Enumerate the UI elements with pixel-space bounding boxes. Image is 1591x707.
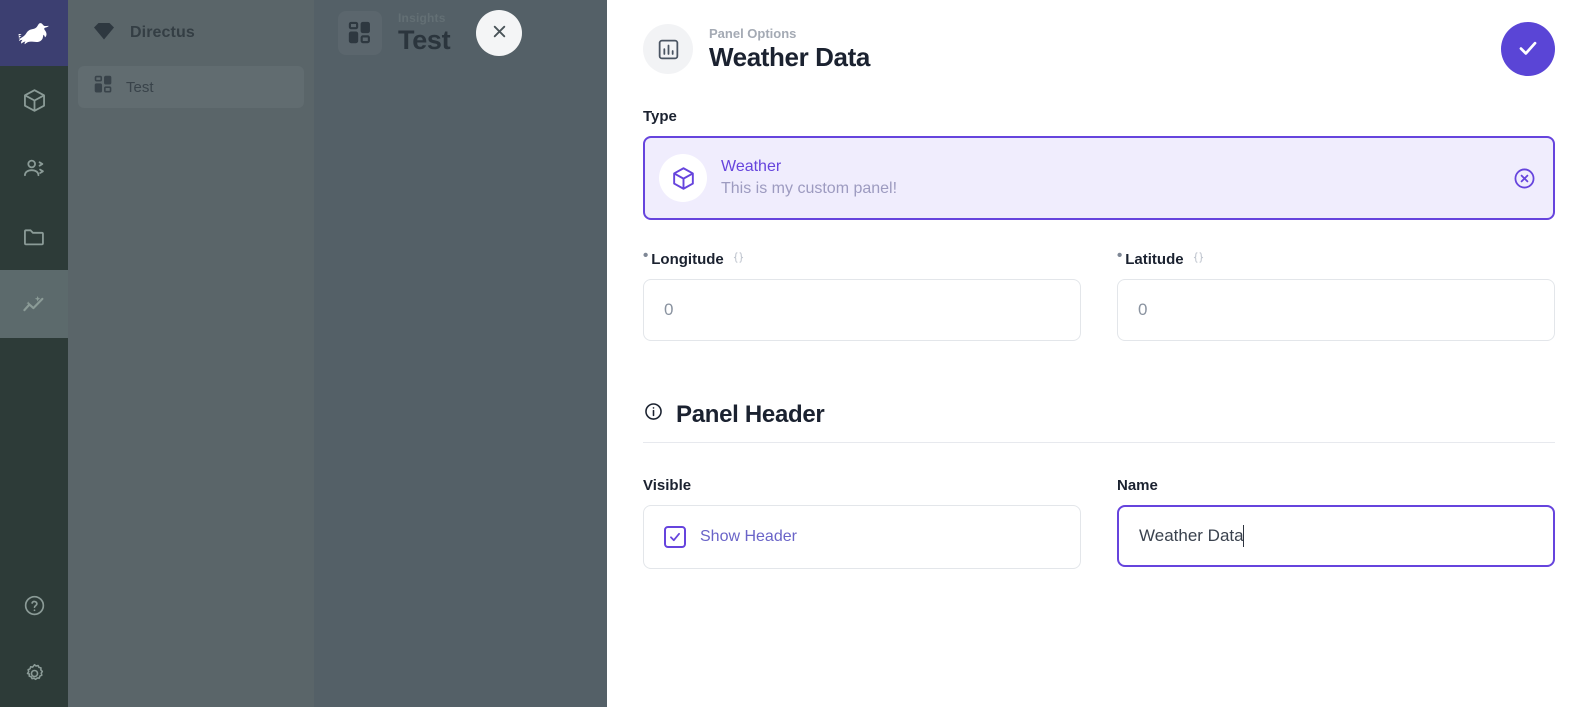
- name-label-text: Name: [1117, 477, 1158, 494]
- gem-icon: [92, 21, 116, 46]
- dashboard-grid-icon: [338, 11, 382, 55]
- visible-label-text: Visible: [643, 477, 692, 494]
- name-input-wrapper: [1117, 505, 1555, 567]
- longitude-label-text: Longitude: [651, 250, 724, 268]
- module-bar: [0, 0, 68, 707]
- close-icon: [489, 21, 510, 45]
- module-item-content[interactable]: [0, 66, 68, 134]
- panel-type-description: This is my custom panel!: [721, 180, 898, 197]
- visible-label: Visible: [643, 477, 1081, 494]
- longitude-label: • Longitude: [643, 246, 1081, 268]
- header-options-row: Visible Show Header Name: [643, 477, 1555, 569]
- coordinates-row: • Longitude • Latitude: [643, 246, 1555, 341]
- longitude-input[interactable]: [643, 279, 1081, 341]
- latitude-field: • Latitude: [1117, 246, 1555, 341]
- panel-type-texts: Weather This is my custom panel!: [721, 156, 1498, 199]
- visible-field: Visible Show Header: [643, 477, 1081, 569]
- clear-circle-x-icon[interactable]: [1512, 166, 1537, 191]
- code-braces-icon: [731, 250, 746, 268]
- module-item-user-directory[interactable]: [0, 134, 68, 202]
- drawer-header: Panel Options Weather Data: [607, 0, 1591, 76]
- panel-options-drawer: Panel Options Weather Data Type: [607, 0, 1591, 707]
- page-title: Test: [398, 25, 451, 55]
- panel-header-section-title: Panel Header: [643, 401, 1555, 442]
- module-item-insights[interactable]: [0, 270, 68, 338]
- code-braces-icon: [1191, 250, 1206, 268]
- main-content-area: Insights Test: [314, 0, 1591, 707]
- name-label: Name: [1117, 477, 1555, 494]
- main-header: Insights Test: [314, 0, 1591, 66]
- panel-header-section: Panel Header: [643, 401, 1555, 443]
- name-input[interactable]: [1117, 505, 1555, 567]
- latitude-label: • Latitude: [1117, 246, 1555, 268]
- latitude-input[interactable]: [1117, 279, 1555, 341]
- cube-icon: [659, 154, 707, 202]
- module-item-settings[interactable]: [0, 639, 68, 707]
- module-bar-bottom: [0, 571, 68, 707]
- longitude-field: • Longitude: [643, 246, 1081, 341]
- nav-brand[interactable]: Directus: [68, 0, 314, 66]
- bar-chart-icon: [643, 24, 693, 74]
- sidebar-item-test[interactable]: Test: [78, 66, 304, 108]
- text-cursor: [1242, 525, 1245, 547]
- drawer-eyebrow: Panel Options: [709, 25, 797, 41]
- latitude-label-text: Latitude: [1125, 250, 1184, 268]
- module-item-file-library[interactable]: [0, 202, 68, 270]
- nav-brand-title: Directus: [130, 24, 195, 41]
- breadcrumb[interactable]: Insights: [398, 11, 446, 25]
- drawer-title: Weather Data: [709, 42, 870, 73]
- type-field-label: Type: [643, 108, 1555, 125]
- checkbox-checked-icon: [664, 526, 686, 548]
- nav-sidebar: Directus Test: [68, 0, 314, 707]
- check-icon: [1515, 35, 1541, 64]
- dashboard-grid-icon: [94, 75, 113, 99]
- module-item-help[interactable]: [0, 571, 68, 639]
- main-header-titles: Insights Test: [398, 11, 451, 55]
- close-button[interactable]: [476, 10, 523, 56]
- type-label-text: Type: [643, 108, 677, 125]
- directus-rabbit-logo[interactable]: [0, 0, 68, 66]
- sidebar-item-label: Test: [126, 78, 154, 96]
- save-button[interactable]: [1501, 22, 1555, 76]
- required-indicator: •: [643, 246, 649, 264]
- drawer-titles: Panel Options Weather Data: [709, 25, 1485, 73]
- section-divider-rule: [643, 442, 1555, 443]
- required-indicator: •: [1117, 246, 1123, 264]
- info-circle-icon: [643, 401, 664, 429]
- panel-header-section-label: Panel Header: [676, 401, 825, 428]
- show-header-checkbox[interactable]: Show Header: [643, 505, 1081, 569]
- show-header-checkbox-label: Show Header: [700, 528, 797, 545]
- drawer-body: Type Weather This is my custom panel!: [607, 76, 1591, 569]
- panel-type-title: Weather: [721, 158, 782, 176]
- panel-type-select[interactable]: Weather This is my custom panel!: [643, 136, 1555, 220]
- name-field: Name: [1117, 477, 1555, 569]
